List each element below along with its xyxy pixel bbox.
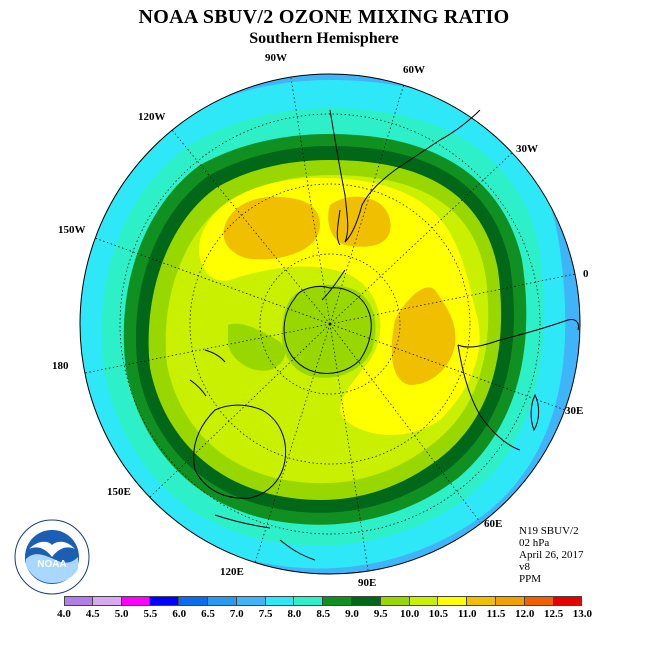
colorbar-swatch [121,596,151,606]
colorbar-tick-label: 6.5 [201,608,215,620]
lon-label-120w: 120W [138,111,166,123]
colorbar-tick-label: 8.0 [287,608,302,620]
colorbar-tick-label: 11.0 [457,608,477,620]
colorbar-swatch [294,596,324,606]
info-units: PPM [519,573,542,585]
lon-label-30w: 30W [516,143,538,155]
colorbar-tick-label: 4.0 [57,608,71,620]
colorbar-tick-label: 10.5 [428,608,449,620]
colorbar-tick-label: 13.0 [572,608,593,620]
band-9-5-polar [281,284,376,378]
lon-label-60e: 60E [484,518,503,530]
colorbar-swatch [64,596,93,606]
band-9-5-west [228,323,286,371]
band-11-0-east [391,287,456,385]
colorbar-tick-label: 8.5 [316,608,331,620]
colorbar-tick-label: 6.0 [172,608,187,620]
colorbar-swatch [496,596,525,606]
lon-label-0: 0 [583,268,589,280]
band-11-0-west [223,196,320,260]
lon-label-150e: 150E [107,486,131,498]
lon-label-150w: 150W [58,224,86,236]
colorbar-swatch [265,596,295,606]
meridians [84,77,576,571]
info-date: April 26, 2017 [519,549,584,561]
colorbar-frame [64,596,583,606]
lon-label-60w: 60W [403,64,425,76]
noaa-logo: NOAA [14,519,90,595]
colorbar-tick-label: 5.0 [114,608,129,620]
info-level: 02 hPa [519,537,550,549]
colorbar-swatch [150,596,180,606]
colorbar-tick-label: 12.5 [543,608,564,620]
colorbar-tick-label: 5.5 [143,608,158,620]
colorbar-swatch [323,596,352,606]
colorbar-tick-label: 9.5 [373,608,388,620]
colorbar-swatch [409,596,439,606]
colorbar-swatch [467,596,496,606]
lon-label-120e: 120E [220,566,244,578]
info-version: v8 [519,561,530,573]
colorbar-swatch [438,596,468,606]
map-subtitle: Southern Hemisphere [249,30,399,47]
info-block: N19 SBUV/2 02 hPa April 26, 2017 v8 PPM [519,525,583,585]
latitude-circles [119,113,541,535]
colorbar-swatch [236,596,266,606]
lon-label-180: 180 [52,360,69,372]
colorbar-tick-label: 10.0 [399,608,420,620]
colorbar-swatch [208,596,237,606]
colorbar-tick-label: 12.0 [515,608,535,620]
band-11-0-center [328,196,391,247]
logo-text: NOAA [37,559,66,570]
map-boundary [79,73,581,575]
colorbar-swatch [179,596,208,606]
colorbar-tick-label: 7.5 [258,608,273,620]
lon-label-30e: 30E [565,405,584,417]
colorbar-tick-label: 4.5 [85,608,100,620]
lon-label-90w: 90W [265,52,287,64]
lon-label-90e: 90E [358,577,377,589]
colorbar-tick-label: 9.0 [345,608,359,620]
map-title: NOAA SBUV/2 OZONE MIXING RATIO [138,6,510,28]
colorbar-tick-label: 7.0 [229,608,244,620]
colorbar-tick-label: 11.5 [486,608,506,620]
colorbar-swatch [352,596,381,606]
colorbar-swatch [524,596,554,606]
info-instrument: N19 SBUV/2 [519,525,579,537]
coastlines [189,109,579,561]
colorbar-swatch [380,596,410,606]
colorbar-swatch [92,596,122,606]
